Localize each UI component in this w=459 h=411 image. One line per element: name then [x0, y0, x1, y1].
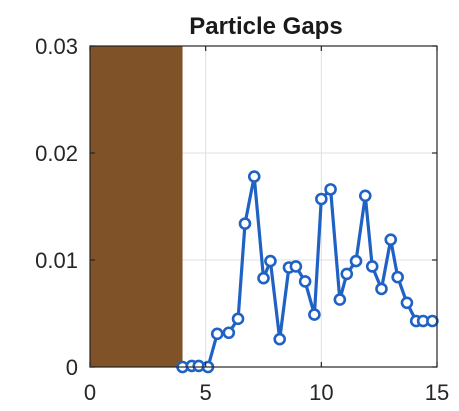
data-point	[391, 270, 404, 284]
data-point	[222, 326, 236, 340]
data-point	[289, 260, 303, 273]
y-tick-label: 0.03	[35, 34, 78, 59]
data-point	[264, 254, 277, 268]
shaded-region	[90, 46, 183, 367]
x-tick-label: 0	[84, 380, 96, 405]
data-point	[308, 308, 321, 321]
data-point	[349, 254, 363, 268]
y-tick-label: 0.01	[35, 248, 78, 273]
data-point	[358, 189, 372, 203]
x-tick-label: 5	[200, 380, 212, 405]
y-tick-label: 0.02	[35, 141, 78, 166]
data-point	[384, 233, 398, 246]
data-point	[231, 312, 245, 326]
data-point	[257, 271, 270, 285]
data-point	[340, 267, 354, 281]
data-point	[238, 217, 252, 230]
chart-title: Particle Gaps	[189, 13, 342, 40]
data-point	[298, 275, 312, 288]
plot-area: 0 5 10 15 0 0.01 0.02 0.03	[35, 34, 449, 405]
data-point	[375, 282, 388, 296]
data-point	[315, 192, 328, 206]
y-tick-label: 0	[66, 355, 78, 380]
data-point	[324, 183, 337, 196]
x-tick-label: 10	[309, 380, 333, 405]
data-point	[273, 332, 286, 346]
data-point	[333, 293, 347, 306]
data-point	[247, 170, 261, 183]
axes-box	[89, 45, 438, 368]
data-point	[210, 327, 224, 341]
x-tick-label: 15	[425, 380, 449, 405]
data-point	[426, 314, 439, 328]
data-point	[400, 296, 414, 310]
data-point	[365, 260, 379, 273]
